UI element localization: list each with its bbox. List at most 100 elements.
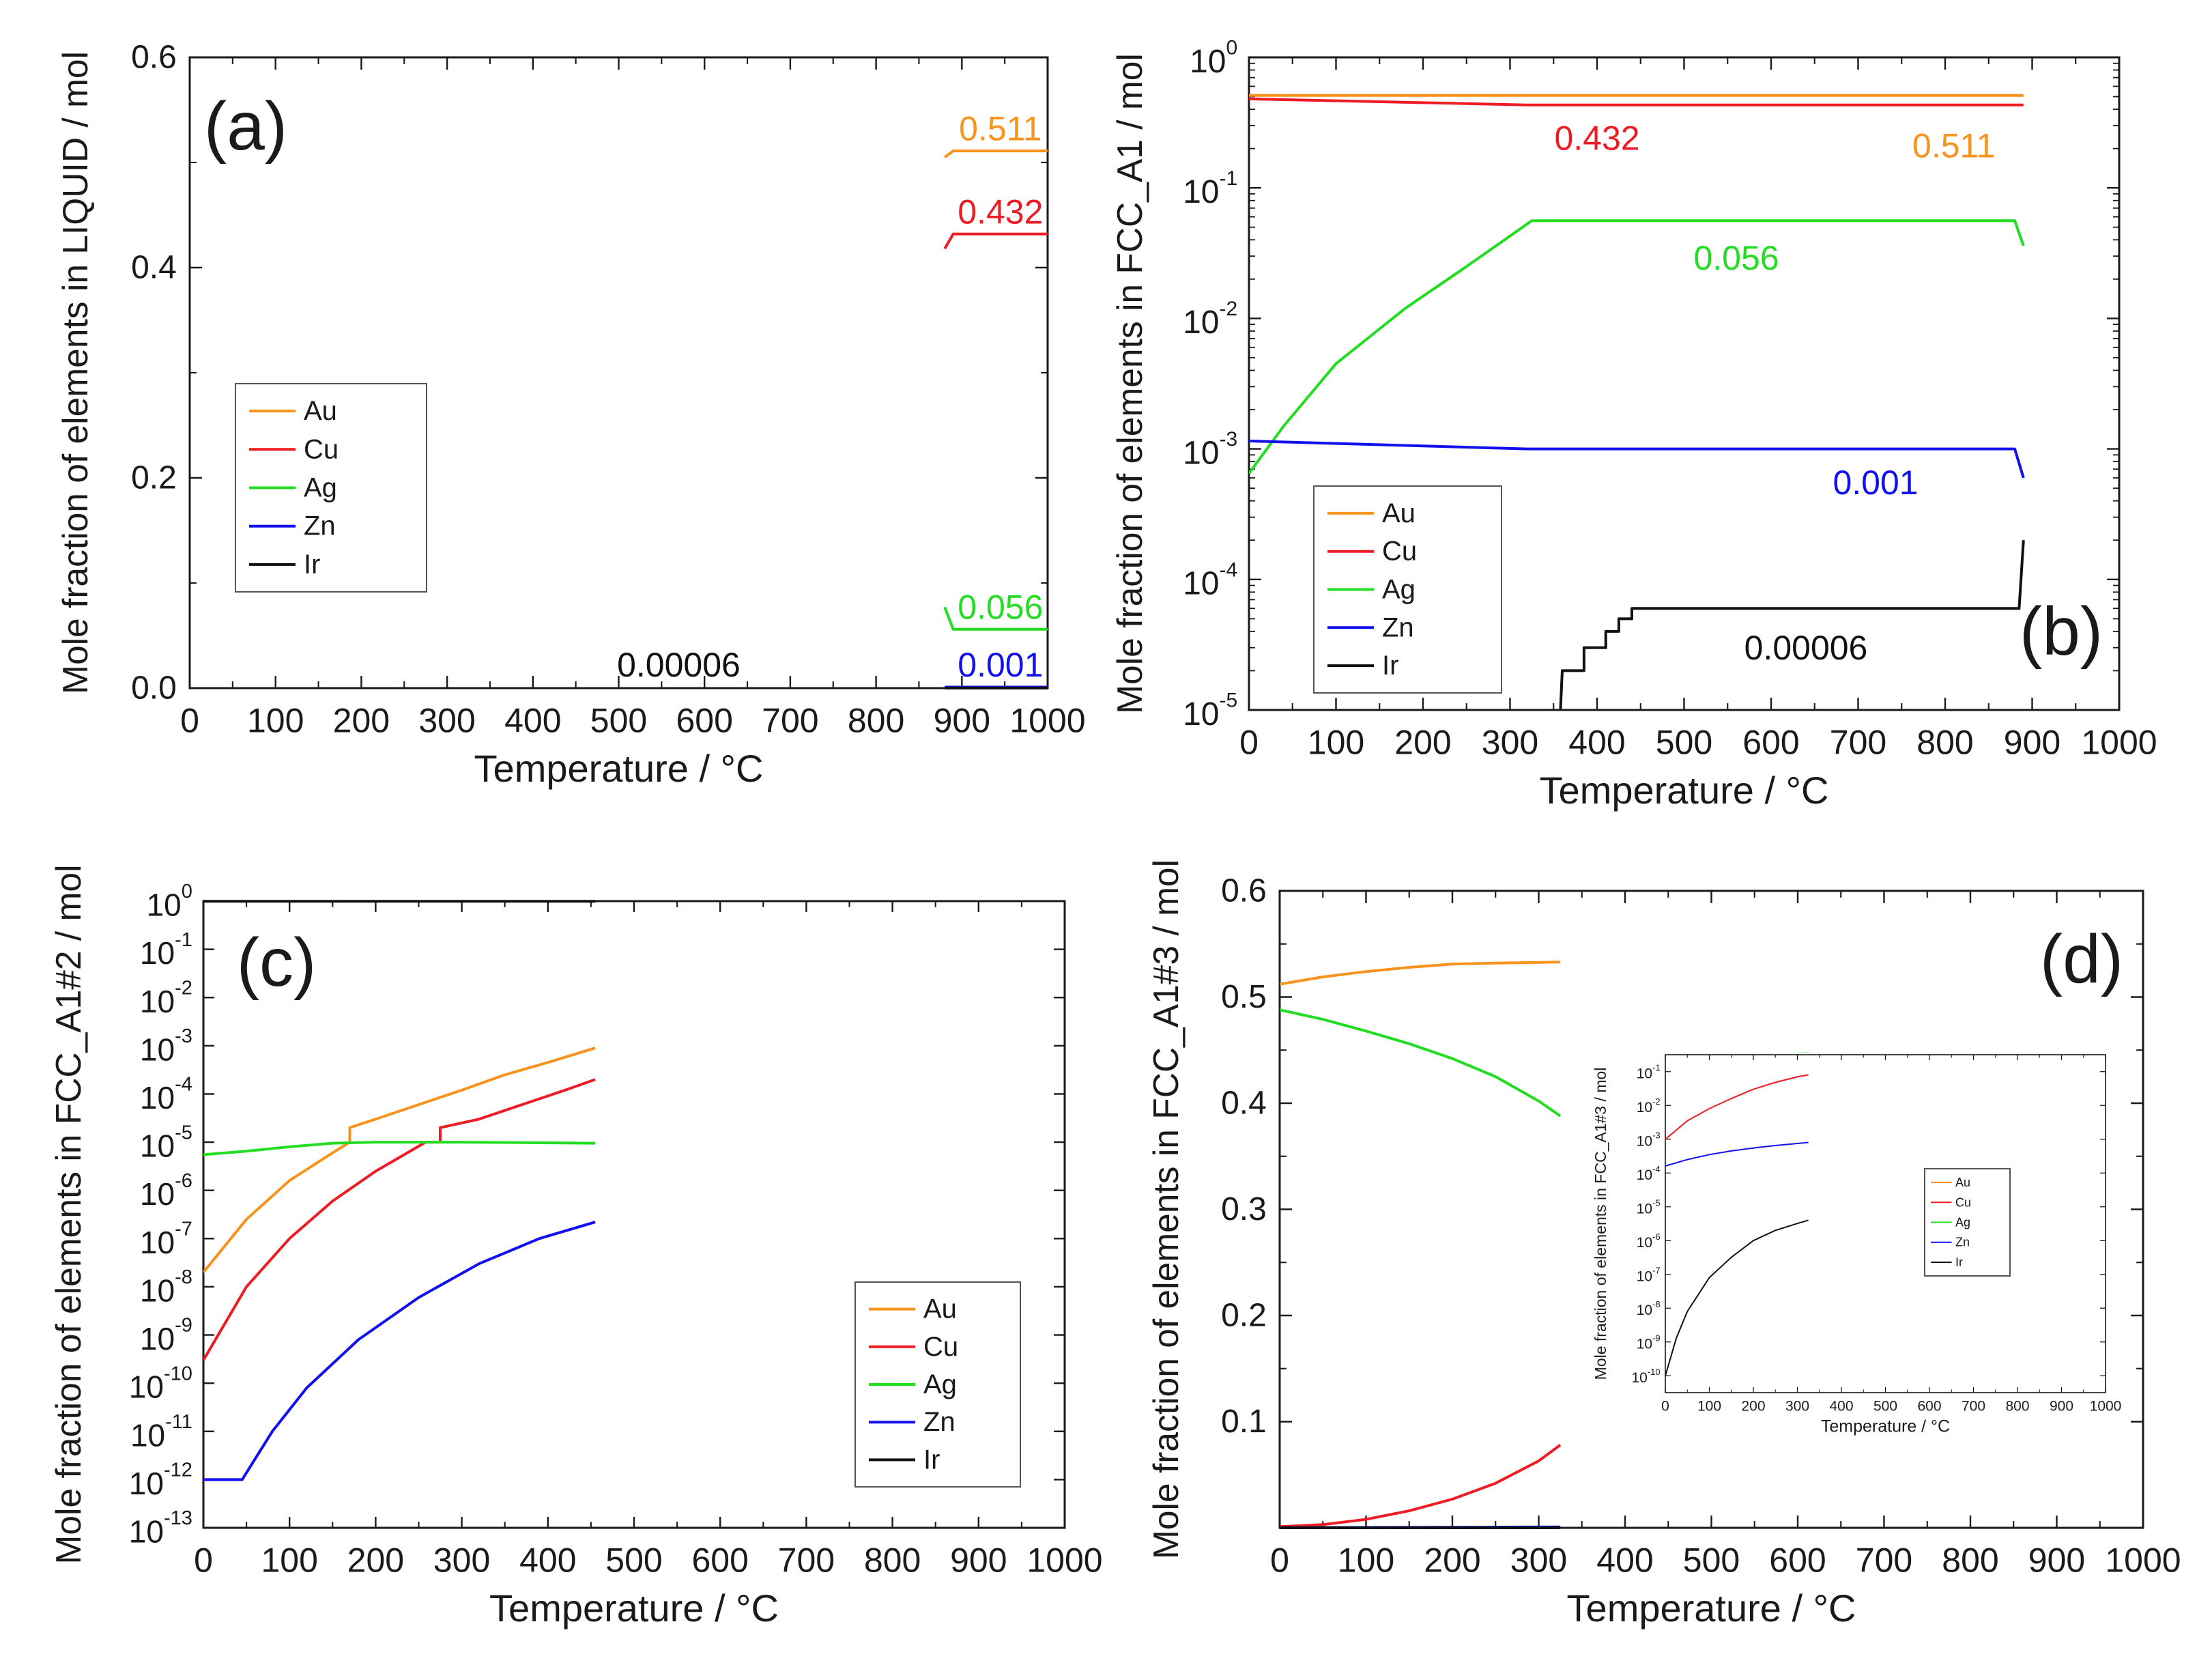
panel-label: (b) xyxy=(2020,593,2103,670)
x-tick-label: 0 xyxy=(1239,724,1259,762)
y-tick-label: 10-5 xyxy=(1183,689,1237,732)
y-tick-label: 0.1 xyxy=(1221,1404,1267,1440)
y-tick-label: 10-4 xyxy=(1637,1163,1661,1182)
x-axis-label: Temperature / °C xyxy=(1821,1417,1950,1436)
x-tick-label: 300 xyxy=(433,1541,490,1580)
legend-label-cu: Cu xyxy=(1955,1195,1971,1209)
x-tick-label: 0 xyxy=(180,702,199,740)
y-tick-label: 10-2 xyxy=(1183,298,1237,341)
x-tick-label: 200 xyxy=(347,1541,404,1580)
panel-d: 0 100 200 300 400 500 600 700 800 900 10000.10.20.… xyxy=(1146,859,2181,1630)
legend-label-ag: Ag xyxy=(923,1369,957,1399)
x-tick-label: 500 xyxy=(1873,1398,1897,1414)
legend-label-au: Au xyxy=(1955,1176,1970,1189)
x-tick-label: 600 xyxy=(691,1541,748,1580)
y-tick-label: 0.4 xyxy=(131,250,177,286)
legend: Au Cu Ag Zn Ir xyxy=(235,383,427,593)
x-tick-label: 600 xyxy=(1769,1541,1826,1580)
y-tick-label: 10-3 xyxy=(1183,428,1237,471)
legend-label-cu: Cu xyxy=(1382,537,1417,567)
series-group xyxy=(943,150,1048,689)
series-line-ag xyxy=(1249,219,2025,474)
y-tick-label: 10-11 xyxy=(130,1411,192,1453)
series-line-au xyxy=(1280,961,1561,986)
legend-label-ag: Ag xyxy=(1955,1216,1970,1229)
x-tick-label: 100 xyxy=(261,1541,317,1580)
y-tick-label: 0.4 xyxy=(1221,1085,1267,1122)
y-axis-label: Mole fraction of elements in FCC_A1#3 / … xyxy=(1592,1068,1609,1380)
series-line-ag xyxy=(203,1141,596,1156)
x-tick-label: 700 xyxy=(1962,1398,1985,1414)
data-label: 0.056 xyxy=(1693,239,1779,277)
x-tick-label: 400 xyxy=(1568,724,1625,762)
x-tick-label: 100 xyxy=(1338,1541,1394,1580)
y-tick-label: 0.6 xyxy=(1221,873,1267,909)
data-label: 0.001 xyxy=(958,646,1043,684)
x-tick-label: 700 xyxy=(1856,1541,1912,1580)
x-tick-label: 400 xyxy=(1829,1398,1853,1414)
legend-label-zn: Zn xyxy=(304,511,336,541)
y-tick-label: 10-9 xyxy=(140,1315,192,1356)
y-tick-label: 0.2 xyxy=(131,460,177,496)
y-tick-label: 10-1 xyxy=(140,929,192,971)
legend-label-au: Au xyxy=(923,1294,957,1324)
panel-c: 0 100 200 300 400 500 600 700 800 900 100010010-11… xyxy=(48,864,1103,1630)
x-tick-label: 500 xyxy=(605,1541,662,1580)
y-axis-label: Mole fraction of elements in FCC_A1 / mo… xyxy=(1110,53,1149,714)
legend-label-ag: Ag xyxy=(304,473,337,503)
legend-label-ir: Ir xyxy=(1955,1255,1963,1269)
x-tick-label: 600 xyxy=(1917,1398,1941,1414)
y-tick-label: 10-12 xyxy=(129,1460,192,1501)
x-tick-label: 700 xyxy=(778,1541,835,1580)
y-tick-label: 10-7 xyxy=(1637,1265,1661,1284)
x-tick-label: 300 xyxy=(418,702,475,740)
legend-label-ir: Ir xyxy=(923,1445,940,1475)
y-tick-label: 100 xyxy=(1190,36,1237,79)
data-label: 0.00006 xyxy=(1744,629,1868,667)
series-line-ir xyxy=(1665,1219,1809,1376)
data-label: 0.056 xyxy=(958,588,1043,626)
legend-label-cu: Cu xyxy=(304,434,339,464)
y-tick-label: 10-5 xyxy=(140,1122,192,1163)
legend: Au Cu Ag Zn Ir xyxy=(1313,485,1502,694)
series-line-cu xyxy=(1665,1074,1809,1140)
series-group xyxy=(1665,1052,1809,1376)
y-tick-label: 10-8 xyxy=(140,1266,192,1308)
series-line-au xyxy=(944,150,1048,158)
x-tick-label: 800 xyxy=(864,1541,921,1580)
series-group xyxy=(1249,94,2025,711)
x-tick-label: 300 xyxy=(1510,1541,1567,1580)
y-tick-label: 10-6 xyxy=(1637,1231,1661,1250)
y-tick-label: 10-4 xyxy=(1183,558,1237,601)
x-tick-label: 100 xyxy=(1697,1398,1721,1414)
x-tick-label: 300 xyxy=(1785,1398,1809,1414)
data-label: 0.00006 xyxy=(617,646,741,684)
y-tick-label: 10-5 xyxy=(1637,1197,1661,1217)
data-label: 0.432 xyxy=(1554,119,1639,158)
legend-label-ir: Ir xyxy=(1382,651,1398,681)
legend-label-ag: Ag xyxy=(1382,575,1416,605)
data-label: 0.511 xyxy=(1912,127,1995,165)
data-label: 0.001 xyxy=(1833,464,1918,502)
panel-label: (a) xyxy=(204,88,287,165)
x-tick-label: 200 xyxy=(1741,1398,1765,1414)
x-tick-label: 800 xyxy=(1916,724,1973,762)
y-tick-label: 0.0 xyxy=(131,670,177,707)
x-tick-label: 0 xyxy=(194,1541,213,1580)
x-tick-label: 0 xyxy=(1661,1398,1669,1414)
x-tick-label: 800 xyxy=(848,702,904,740)
x-axis-label: Temperature / °C xyxy=(489,1587,779,1630)
x-tick-label: 600 xyxy=(676,702,732,740)
y-tick-label: 10-3 xyxy=(140,1025,192,1067)
y-tick-label: 0.6 xyxy=(131,40,177,76)
y-tick-label: 0.2 xyxy=(1221,1298,1267,1334)
x-tick-label: 900 xyxy=(934,702,990,740)
x-axis-label: Temperature / °C xyxy=(1567,1587,1856,1630)
legend-label-au: Au xyxy=(1382,498,1416,528)
x-tick-label: 400 xyxy=(1596,1541,1653,1580)
x-tick-label: 900 xyxy=(2028,1541,2085,1580)
x-tick-label: 1000 xyxy=(2081,724,2157,762)
x-tick-label: 800 xyxy=(2005,1398,2029,1414)
